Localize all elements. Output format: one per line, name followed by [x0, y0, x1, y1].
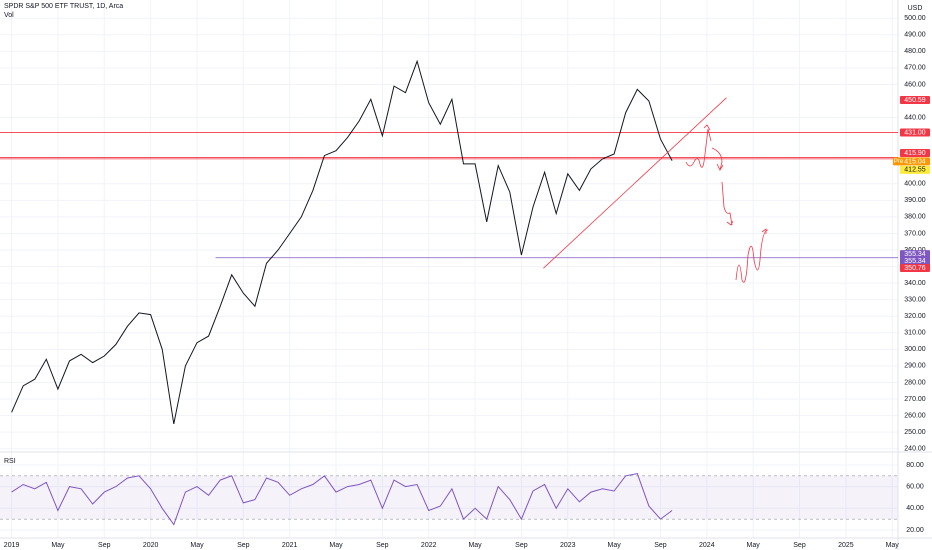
price-badge [900, 257, 930, 266]
x-tick-label: Sep [793, 542, 806, 549]
price-badge-label: 412.55 [904, 167, 926, 174]
y-tick-label: 260.00 [904, 412, 926, 419]
price-badge [900, 264, 930, 273]
x-tick-label: May [51, 542, 65, 549]
y-tick-label: 470.00 [904, 65, 926, 72]
x-tick-label: May [329, 542, 343, 549]
x-tick-label: 2020 [143, 542, 159, 549]
y-tick-label: 490.00 [904, 32, 926, 39]
y-tick-label: 310.00 [904, 330, 926, 337]
rsi-tick-label: 60.00 [906, 483, 924, 490]
currency: USD [908, 5, 923, 12]
x-tick-label: Sep [654, 542, 667, 549]
rsi-tick-label: 40.00 [906, 505, 924, 512]
y-tick-label: 400.00 [904, 181, 926, 188]
y-tick-label: 390.00 [904, 197, 926, 204]
price-badge-label: 415.90 [904, 150, 926, 157]
y-tick-label: 340.00 [904, 280, 926, 287]
rsi-label: RSI [4, 458, 16, 465]
price-badge [900, 96, 930, 105]
y-tick-label: 480.00 [904, 48, 926, 55]
y-tick-label: 250.00 [904, 429, 926, 436]
drawing [685, 124, 712, 168]
price-badge [900, 250, 930, 259]
x-tick-label: 2019 [4, 542, 20, 549]
y-tick-label: 300.00 [904, 346, 926, 353]
y-tick-label: 440.00 [904, 114, 926, 121]
y-tick-label: 370.00 [904, 230, 926, 237]
y-tick-label: 330.00 [904, 297, 926, 304]
x-tick-label: 2025 [838, 542, 854, 549]
x-tick-label: Sep [237, 542, 250, 549]
drawing [735, 228, 769, 283]
price-badge-label: 431.00 [904, 129, 926, 136]
x-tick-label: May [747, 542, 761, 549]
price-badge-label: 355.34 [904, 251, 926, 258]
volume-label: Vol [4, 12, 14, 19]
price-badge [900, 157, 930, 166]
y-tick-label: 320.00 [904, 313, 926, 320]
x-tick-label: 2022 [421, 542, 437, 549]
y-tick-label: 270.00 [904, 396, 926, 403]
badge-tag [893, 157, 904, 166]
x-tick-label: May [607, 542, 621, 549]
y-tick-label: 500.00 [904, 15, 926, 22]
y-tick-label: 380.00 [904, 214, 926, 221]
price-line-series [11, 59, 673, 424]
rsi-band [0, 475, 898, 520]
y-tick-label: 280.00 [904, 379, 926, 386]
price-badge [900, 165, 930, 174]
chart-title: SPDR S&P 500 ETF TRUST, 1D, Arca [4, 3, 123, 10]
price-badge-label: 415.04 [904, 158, 926, 165]
price-badge-label: 450.59 [904, 97, 926, 104]
plot [0, 59, 898, 526]
price-badge-label: 355.34 [904, 258, 926, 265]
x-tick-label: Sep [515, 542, 528, 549]
price-badge-label: 350.76 [904, 265, 926, 272]
drawing [721, 181, 734, 226]
drawing [711, 147, 724, 171]
y-tick-label: 290.00 [904, 363, 926, 370]
price-badge [900, 128, 930, 137]
x-tick-label: May [190, 542, 204, 549]
x-tick-label: 2024 [699, 542, 715, 549]
x-tick-label: 2023 [560, 542, 576, 549]
trendline [543, 97, 727, 269]
x-tick-label: 2021 [282, 542, 298, 549]
grid [0, 0, 898, 538]
x-tick-label: May [468, 542, 482, 549]
y-tick-label: 460.00 [904, 81, 926, 88]
price-badge [900, 148, 930, 157]
x-tick-label: Sep [376, 542, 389, 549]
rsi-tick-label: 20.00 [906, 527, 924, 534]
x-tick-label: May [886, 542, 900, 549]
y-tick-label: 240.00 [904, 446, 926, 453]
rsi-line [11, 473, 673, 526]
x-tick-label: Sep [98, 542, 111, 549]
rsi-tick-label: 80.00 [906, 462, 924, 469]
badge-tag-label: Pre [894, 159, 904, 165]
